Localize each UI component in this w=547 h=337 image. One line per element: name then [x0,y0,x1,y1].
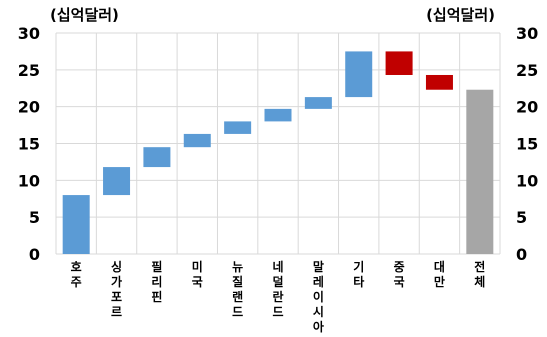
bar-increase [143,147,171,168]
bar-increase [183,133,211,148]
y-tick-label-left: 30 [18,24,40,43]
y-tick-label-left: 5 [29,208,40,227]
y-tick-label-right: 15 [516,135,538,154]
y-tick-label-left: 0 [29,245,40,264]
bar-increase [345,51,373,98]
y-tick-label-left: 25 [18,61,40,80]
bar-decrease [425,74,453,90]
y-axis-unit-left: (십억달러) [50,6,119,24]
bar-total [466,89,494,255]
x-axis-labels: 호 주 싱 가 포 르 필 리 핀 미 국 뉴 질 랜 드 네 덜 란 드 말 레 이 시 아 기 타 중 국 대 만 전 체 [71,259,486,334]
bar-increase [62,195,90,254]
bar-increase [103,167,131,196]
y-tick-label-right: 5 [516,208,527,227]
bar-increase [264,108,292,122]
y-tick-label-right: 20 [516,98,538,117]
y-axis-unit-right: (십억달러) [426,6,495,24]
gridlines [55,32,501,255]
y-tick-label-left: 15 [18,135,40,154]
y-tick-label-right: 0 [516,245,527,264]
y-tick-label-left: 10 [18,171,40,190]
y-tick-label-right: 25 [516,61,538,80]
bar-increase [224,121,252,134]
bar-increase [304,97,332,109]
y-tick-label-right: 30 [516,24,538,43]
bars [62,51,494,255]
y-tick-label-left: 20 [18,98,40,117]
y-tick-label-right: 10 [516,171,538,190]
y-axis-ticks: 0 0 5 5 10 10 15 15 20 20 25 25 30 30 [18,24,539,264]
bar-decrease [385,51,413,75]
